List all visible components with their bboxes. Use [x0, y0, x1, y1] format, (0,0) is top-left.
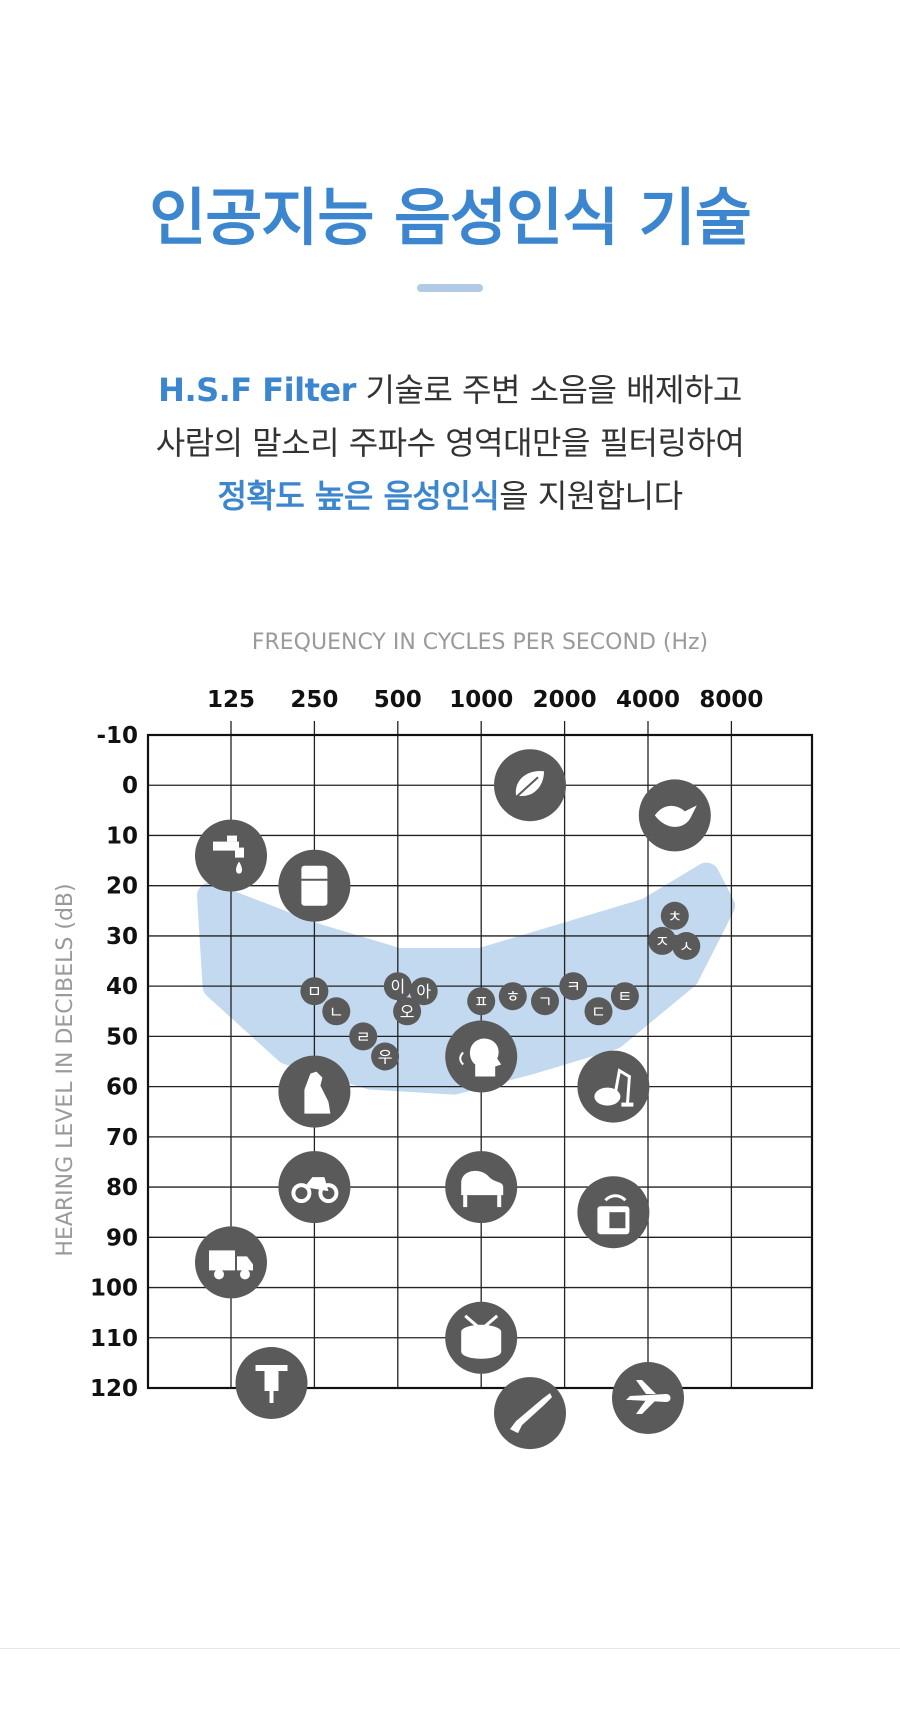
x-tick-label: 1000 [449, 687, 513, 713]
plot-frame [146, 733, 814, 1390]
phoneme-label: ㄷ [591, 1002, 606, 1021]
truck-icon [195, 1226, 267, 1299]
y-tick-label: -10 [96, 723, 138, 749]
phoneme-label: ㅊ [667, 907, 682, 926]
description-line-1: H.S.F Filter 기술로 주변 소음을 배제하고 [0, 364, 900, 417]
y-tick-label: 10 [106, 823, 138, 849]
y-tick-label: 90 [106, 1225, 138, 1251]
leaves-icon [494, 749, 566, 822]
phoneme-marker: 이 [383, 972, 412, 1001]
phoneme-marker: ㅋ [559, 972, 588, 1001]
y-tick-label: 50 [106, 1024, 138, 1050]
phoneme-label: ㅎ [505, 987, 520, 1006]
jackhammer-icon [235, 1347, 308, 1419]
phoneme-marker: ㅈ [648, 926, 677, 955]
x-tick-label: 8000 [699, 687, 763, 713]
x-tick-label: 4000 [616, 687, 680, 713]
description-line-3: 정확도 높은 음성인식을 지원합니다 [0, 470, 900, 523]
y-axis-label: HEARING LEVEL IN DECIBELS (dB) [53, 883, 78, 1256]
x-tick-label: 500 [374, 687, 422, 713]
phoneme-label: ㅁ [307, 982, 322, 1001]
faucet-icon [195, 819, 267, 892]
x-tick-label: 2000 [533, 687, 597, 713]
phoneme-marker: ㅌ [610, 982, 639, 1011]
rifle-icon [494, 1377, 566, 1450]
y-tick-label: 80 [106, 1175, 138, 1201]
phoneme-label: 이 [390, 977, 405, 996]
phoneme-label: ㄹ [356, 1027, 371, 1046]
phoneme-marker: 아 [409, 977, 438, 1006]
x-tick-label: 125 [207, 687, 255, 713]
accuracy-highlight: 정확도 높은 음성인식 [217, 477, 500, 515]
phoneme-label: ㅍ [474, 992, 489, 1011]
y-tick-label: 60 [106, 1075, 138, 1101]
y-tick-label: 70 [106, 1125, 138, 1151]
description-line-1-text: 기술로 주변 소음을 배제하고 [355, 371, 743, 409]
y-tick-label: 30 [106, 924, 138, 950]
description-line-2: 사람의 말소리 주파수 영역대만을 필터링하여 [155, 424, 745, 462]
piano-icon [445, 1151, 518, 1224]
phoneme-label: 아 [416, 982, 431, 1001]
phoneme-marker: ㄴ [322, 997, 351, 1026]
phoneme-label: ㄱ [538, 992, 553, 1011]
y-tick-label: 120 [90, 1376, 138, 1402]
x-tick-label: 250 [290, 687, 338, 713]
phoneme-marker: ㅊ [660, 901, 689, 930]
phoneme-label: 오 [400, 1002, 415, 1021]
phoneme-marker: ㄹ [349, 1022, 378, 1051]
phoneme-label: 우 [378, 1048, 393, 1067]
phoneme-marker: ㄱ [531, 987, 559, 1016]
phoneme-marker: ㄷ [584, 997, 613, 1026]
phoneme-marker: ㅎ [498, 982, 527, 1011]
phoneme-label: ㄴ [329, 1002, 344, 1021]
phoneme-label: ㅅ [679, 937, 694, 956]
phoneme-marker: ㅍ [467, 987, 496, 1016]
y-tick-label: 110 [90, 1326, 138, 1352]
title-underline [417, 284, 483, 292]
drum-icon [445, 1301, 518, 1374]
bird-icon [638, 779, 711, 852]
y-tick-label: 0 [122, 773, 138, 799]
y-tick-label: 40 [106, 974, 138, 1000]
phoneme-label: ㅈ [655, 932, 670, 951]
telephone-icon [577, 1176, 650, 1249]
page-title: 인공지능 음성인식 기술 [149, 181, 752, 254]
x-axis-label: FREQUENCY IN CYCLES PER SECOND (Hz) [252, 630, 708, 655]
description: H.S.F Filter 기술로 주변 소음을 배제하고 사람의 말소리 주파수… [0, 364, 900, 523]
y-tick-label: 100 [90, 1276, 138, 1302]
filter-name: H.S.F Filter [158, 371, 356, 409]
phoneme-label: ㅌ [618, 987, 633, 1006]
phoneme-label: ㅋ [566, 977, 581, 996]
phoneme-marker: ㅁ [300, 977, 329, 1006]
dog-icon [278, 1055, 351, 1128]
footer-divider [0, 1648, 900, 1649]
motorcycle-icon [278, 1151, 351, 1224]
description-line-3-text: 을 지원합니다 [499, 477, 683, 515]
refrigerator-icon [278, 849, 351, 922]
phoneme-marker: ㅅ [672, 932, 701, 960]
phoneme-marker: 오 [393, 997, 422, 1026]
y-tick-label: 20 [106, 874, 138, 900]
airplane-icon [612, 1362, 684, 1434]
vacuum-icon [577, 1050, 650, 1123]
audiogram-chart: FREQUENCY IN CYCLES PER SECOND (Hz) HEARI… [53, 630, 814, 1450]
speaking-person-icon [445, 1020, 518, 1093]
phoneme-marker: 우 [371, 1042, 400, 1071]
